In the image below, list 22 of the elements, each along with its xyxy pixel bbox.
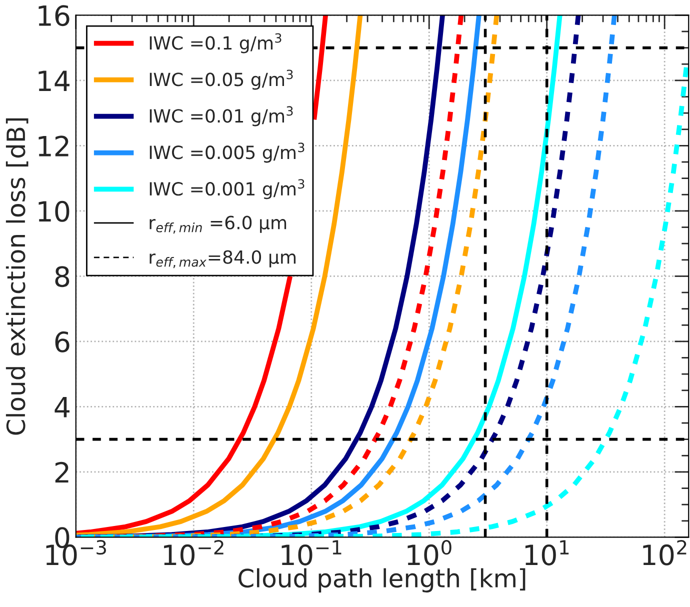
y-axis-title: Cloud extinction loss [dB] xyxy=(6,118,28,435)
legend-label: IWC =0.01 g/m$^{3}$ xyxy=(150,106,293,126)
x-tick-label: 10$^{−1}$ xyxy=(282,540,342,566)
legend-label: IWC =0.1 g/m$^{3}$ xyxy=(150,33,282,54)
y-tick-label: 4 xyxy=(54,396,70,418)
x-tick-label: 10$^{2}$ xyxy=(643,540,686,566)
y-tick-label: 2 xyxy=(55,462,68,482)
legend-label: IWC =0.05 g/m$^{3}$ xyxy=(150,70,293,90)
x-tick-label: 10$^{1}$ xyxy=(525,540,569,566)
x-tick-label: 10$^{−2}$ xyxy=(164,540,224,566)
legend-label: r$_{eff,max}$=84.0 μm xyxy=(150,250,296,268)
x-tick-label: 10$^{0}$ xyxy=(408,540,452,566)
x-axis-title: Cloud path length [km] xyxy=(238,568,526,592)
legend-label: IWC =0.001 g/m$^{3}$ xyxy=(150,179,304,200)
legend-label: IWC =0.005 g/m$^{3}$ xyxy=(150,142,304,163)
y-tick-label: 8 xyxy=(55,266,70,288)
y-tick-label: 16 xyxy=(38,5,70,26)
y-tick-label: 10 xyxy=(38,200,70,222)
legend-label: r$_{eff,min}$ =6.0 μm xyxy=(150,216,286,234)
y-tick-label: 12 xyxy=(38,136,68,156)
y-tick-label: 14 xyxy=(38,70,70,91)
y-tick-label: 6 xyxy=(55,331,70,352)
